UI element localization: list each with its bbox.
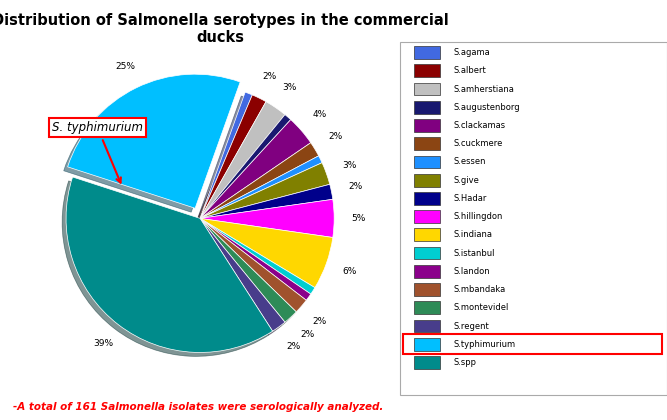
Text: S.agama: S.agama [454,48,490,57]
Text: S.albert: S.albert [454,66,486,75]
Text: 2%: 2% [263,72,277,81]
Text: S.regent: S.regent [454,321,490,331]
Wedge shape [200,184,333,218]
Bar [414,192,440,205]
Bar [414,320,440,332]
Wedge shape [200,218,311,300]
Bar [414,228,440,241]
Text: 6%: 6% [342,267,356,276]
Wedge shape [200,218,296,322]
Text: 2%: 2% [286,342,300,351]
Text: S.clackamas: S.clackamas [454,121,506,130]
Text: S.istanbul: S.istanbul [454,249,495,257]
Wedge shape [200,218,285,331]
Bar [414,137,440,150]
Wedge shape [200,95,266,218]
Bar [414,265,440,278]
Text: 25%: 25% [115,62,135,71]
Bar [414,119,440,132]
Wedge shape [200,218,333,288]
Text: S.Hadar: S.Hadar [454,194,487,203]
Wedge shape [200,200,334,237]
Text: S. typhimurium: S. typhimurium [52,121,143,183]
Bar [414,155,440,168]
Text: 2%: 2% [300,331,314,339]
Text: S.cuckmere: S.cuckmere [454,139,503,148]
Wedge shape [66,177,273,352]
Bar [414,83,440,95]
Text: S.spp: S.spp [454,358,476,367]
Wedge shape [200,218,315,294]
Bar [414,174,440,186]
Text: -A total of 161 Salmonella isolates were serologically analyzed.: -A total of 161 Salmonella isolates were… [13,402,384,412]
Bar [414,210,440,223]
Text: 5%: 5% [351,214,366,223]
Text: S.essen: S.essen [454,158,486,166]
FancyBboxPatch shape [400,42,667,395]
Text: 2%: 2% [313,318,327,326]
Text: S.hillingdon: S.hillingdon [454,212,503,221]
Text: S.augustenborg: S.augustenborg [454,103,520,112]
Text: Distribution of Salmonella serotypes in the commercial
ducks: Distribution of Salmonella serotypes in … [0,13,448,45]
Text: 2%: 2% [348,182,362,192]
Bar [414,338,440,351]
Wedge shape [200,218,306,312]
Wedge shape [200,156,322,218]
Text: 4%: 4% [313,110,327,119]
Bar [414,46,440,59]
Wedge shape [200,163,329,218]
Text: 3%: 3% [342,161,356,170]
Wedge shape [67,74,240,208]
Text: S.give: S.give [454,176,480,185]
Bar [414,302,440,314]
Text: S.amherstiana: S.amherstiana [454,84,514,94]
Bar [414,283,440,296]
Text: S.mbandaka: S.mbandaka [454,285,506,294]
Bar [414,356,440,369]
Wedge shape [200,92,252,218]
Wedge shape [200,120,311,218]
Text: S.landon: S.landon [454,267,490,276]
Text: 39%: 39% [93,339,113,348]
Bar [414,64,440,77]
Wedge shape [200,102,285,218]
Wedge shape [200,143,319,218]
Text: S.indiana: S.indiana [454,230,492,239]
Text: S.montevidel: S.montevidel [454,303,509,312]
Bar [414,101,440,114]
Text: S.typhimurium: S.typhimurium [454,340,516,349]
Wedge shape [200,115,291,218]
Text: 2%: 2% [328,132,343,141]
Bar [414,247,440,260]
Text: 3%: 3% [282,83,297,92]
